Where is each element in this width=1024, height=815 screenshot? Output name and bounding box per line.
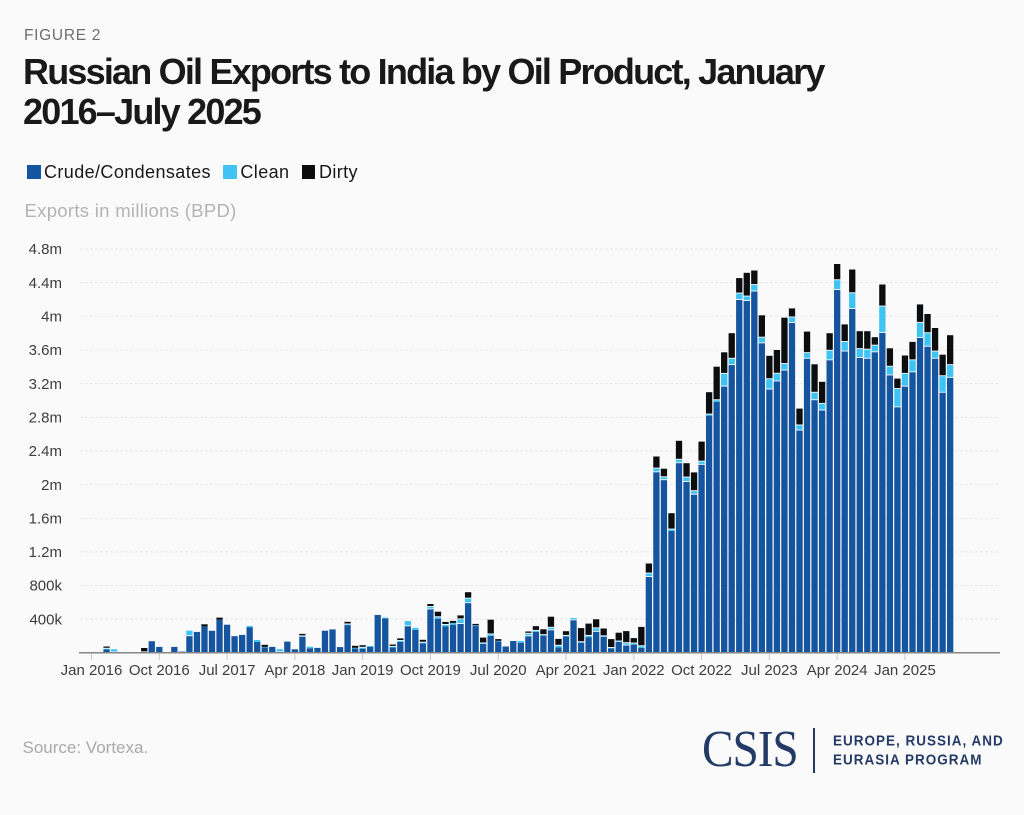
svg-text:2.8m: 2.8m [29,409,62,426]
svg-text:Oct 2016: Oct 2016 [129,662,190,679]
svg-text:Jul 2017: Jul 2017 [199,662,256,679]
svg-text:4.4m: 4.4m [29,275,62,292]
svg-text:Apr 2021: Apr 2021 [536,662,597,679]
svg-text:Apr 2018: Apr 2018 [264,662,325,679]
svg-text:4m: 4m [41,309,62,326]
svg-text:1.6m: 1.6m [29,510,62,527]
svg-text:Oct 2022: Oct 2022 [671,662,732,679]
svg-text:3.6m: 3.6m [29,342,62,359]
svg-text:800k: 800k [29,578,62,595]
svg-text:Jul 2023: Jul 2023 [741,662,798,679]
svg-text:400k: 400k [29,611,62,628]
svg-text:Apr 2024: Apr 2024 [807,662,868,679]
svg-text:Oct 2019: Oct 2019 [400,662,461,679]
svg-text:1.2m: 1.2m [29,544,62,561]
svg-text:Jan 2025: Jan 2025 [874,662,936,679]
svg-text:2.4m: 2.4m [29,443,62,460]
svg-text:Jan 2016: Jan 2016 [61,662,123,679]
svg-text:Jul 2020: Jul 2020 [470,662,527,679]
svg-text:2m: 2m [41,477,62,494]
svg-text:4.8m: 4.8m [29,241,62,258]
svg-text:Jan 2022: Jan 2022 [603,662,665,679]
svg-text:Jan 2019: Jan 2019 [332,662,394,679]
svg-text:3.2m: 3.2m [29,376,62,393]
